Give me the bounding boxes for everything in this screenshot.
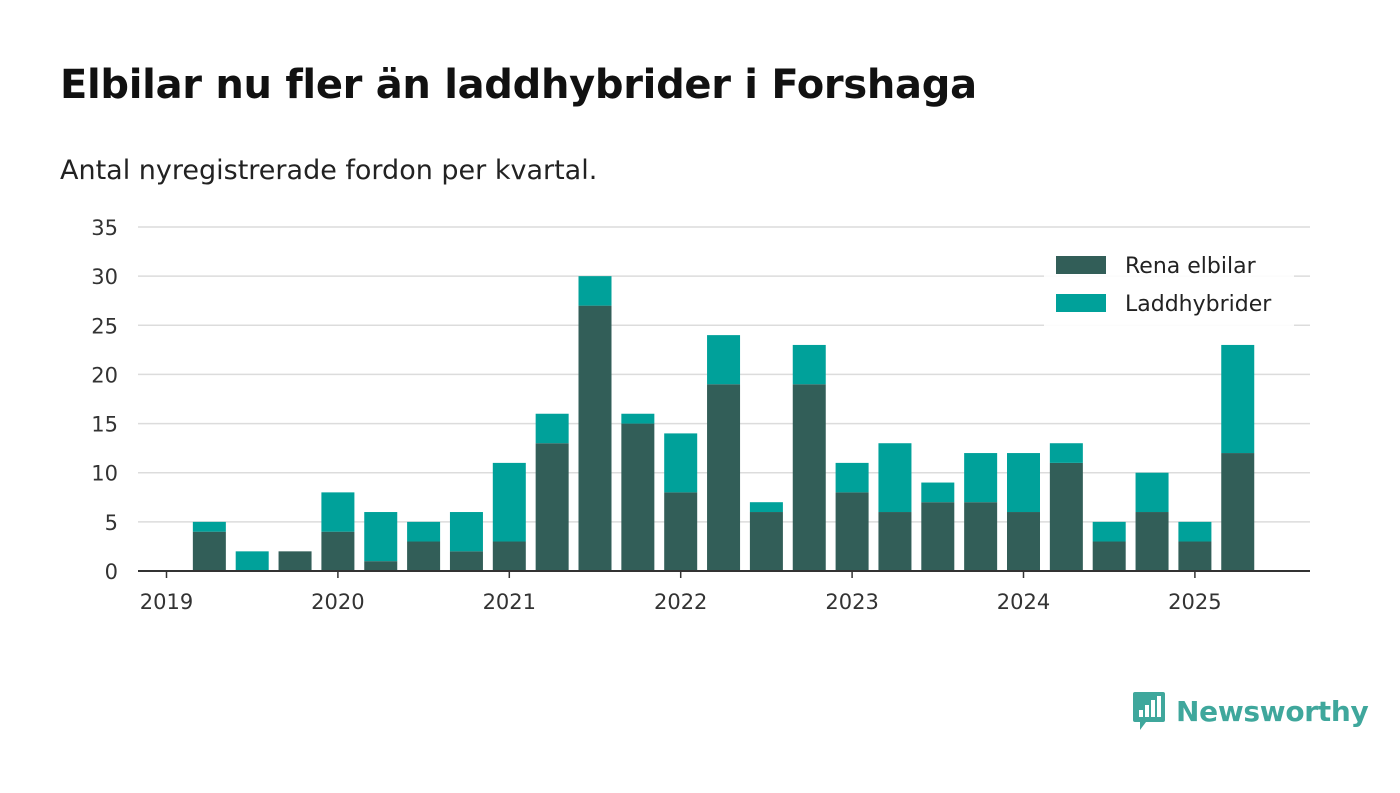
chart-subtitle: Antal nyregistrerade fordon per kvartal.: [60, 155, 598, 186]
bar-laddhybrider: [192, 521, 226, 532]
brand-logo: Newsworthy: [1132, 690, 1369, 732]
bar-rena-elbilar: [192, 531, 226, 571]
brand-name: Newsworthy: [1176, 694, 1369, 728]
x-tick-label: 2019: [140, 590, 193, 614]
bar-rena-elbilar: [835, 492, 869, 571]
bar-laddhybrider: [1178, 521, 1212, 542]
y-tick-label: 35: [91, 216, 118, 240]
y-tick-label: 10: [91, 462, 118, 486]
bar-laddhybrider: [321, 492, 355, 532]
bar-rena-elbilar: [1007, 512, 1040, 571]
bar-laddhybrider: [1092, 521, 1126, 542]
x-tick-label: 2025: [1168, 590, 1221, 614]
bar-laddhybrider: [492, 462, 526, 542]
bar-laddhybrider: [1007, 453, 1040, 513]
legend-label: Laddhybrider: [1125, 292, 1272, 317]
bar-laddhybrider: [235, 551, 269, 571]
y-tick-label: 30: [91, 265, 118, 289]
bar-laddhybrider: [364, 512, 398, 562]
legend-swatch: [1056, 294, 1106, 312]
bar-rena-elbilar: [492, 541, 526, 571]
bar-rena-elbilar: [1092, 541, 1126, 571]
bar-laddhybrider: [1049, 443, 1083, 463]
bar-laddhybrider: [621, 413, 655, 424]
bar-rena-elbilar: [321, 531, 355, 571]
bar-laddhybrider: [792, 344, 826, 385]
bar-laddhybrider: [749, 502, 783, 513]
bar-rena-elbilar: [578, 305, 612, 571]
newsworthy-logo-icon: [1133, 692, 1165, 730]
legend-label: Rena elbilar: [1125, 254, 1257, 279]
bar-rena-elbilar: [792, 384, 826, 571]
x-tick-label: 2024: [997, 590, 1050, 614]
bar-rena-elbilar: [449, 551, 483, 571]
bar-rena-elbilar: [1135, 512, 1169, 571]
bar-rena-elbilar: [964, 502, 998, 571]
bar-laddhybrider: [1221, 344, 1255, 454]
bar-rena-elbilar: [535, 443, 569, 571]
bar-rena-elbilar: [921, 502, 955, 571]
bar-laddhybrider: [835, 462, 869, 493]
x-tick-label: 2022: [654, 590, 707, 614]
bar-rena-elbilar: [278, 551, 312, 571]
bar-rena-elbilar: [364, 561, 398, 571]
bar-rena-elbilar: [621, 423, 655, 571]
bar-rena-elbilar: [1221, 453, 1255, 571]
y-tick-label: 25: [91, 314, 118, 338]
x-tick-label: 2023: [825, 590, 878, 614]
chart-title: Elbilar nu fler än laddhybrider i Forsha…: [60, 62, 977, 108]
bar-laddhybrider: [964, 453, 998, 503]
bar-laddhybrider: [921, 482, 955, 503]
bar-laddhybrider: [449, 512, 483, 552]
bar-rena-elbilar: [878, 512, 912, 571]
bar-rena-elbilar: [1049, 462, 1083, 571]
y-tick-label: 15: [91, 413, 118, 437]
y-tick-label: 20: [91, 363, 118, 387]
bar-laddhybrider: [535, 413, 569, 444]
bar-laddhybrider: [664, 433, 698, 493]
legend-swatch: [1056, 256, 1106, 274]
bar-laddhybrider: [1135, 472, 1169, 513]
bar-laddhybrider: [707, 335, 741, 385]
bar-rena-elbilar: [749, 512, 783, 571]
bar-laddhybrider: [578, 276, 612, 306]
x-tick-label: 2020: [311, 590, 364, 614]
bar-rena-elbilar: [1178, 541, 1212, 571]
bar-rena-elbilar: [407, 541, 441, 571]
bar-laddhybrider: [878, 443, 912, 513]
y-tick-label: 0: [105, 560, 118, 584]
bar-laddhybrider: [407, 521, 441, 542]
bar-rena-elbilar: [664, 492, 698, 571]
x-tick-label: 2021: [483, 590, 536, 614]
bar-rena-elbilar: [707, 384, 741, 571]
y-tick-label: 5: [105, 511, 118, 535]
